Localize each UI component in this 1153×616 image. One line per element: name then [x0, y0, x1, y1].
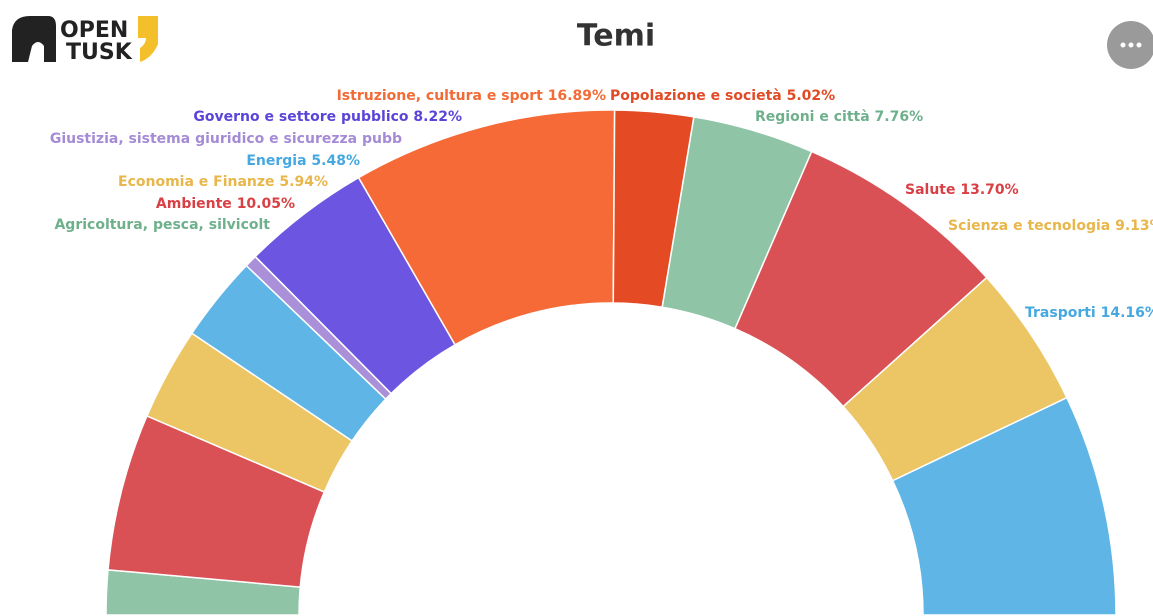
label-value: 14.16%	[1101, 305, 1153, 321]
label-value: 5.94%	[279, 174, 328, 190]
label-name: Istruzione, cultura e sport	[337, 88, 544, 104]
label-name: Energia	[246, 153, 306, 169]
label-name: Giustizia, sistema giuridico e sicurezza…	[50, 131, 402, 147]
label-value: 7.76%	[875, 109, 924, 125]
label-name: Scienza e tecnologia	[948, 218, 1110, 234]
menu-button[interactable]	[1107, 21, 1153, 69]
label-name: Popolazione e società	[610, 88, 782, 104]
menu-dot	[1136, 42, 1142, 48]
segment-label: Salute 13.70%	[905, 182, 1019, 198]
logo-text: TUSK	[66, 40, 133, 65]
segment-label: Scienza e tecnologia 9.13%	[948, 218, 1153, 234]
label-name: Economia e Finanze	[118, 174, 275, 190]
label-name: Salute	[905, 182, 955, 198]
label-name: Agricoltura, pesca, silvicolt	[54, 217, 270, 233]
label-name: Ambiente	[156, 196, 232, 212]
segment-label: Ambiente 10.05%	[156, 196, 295, 212]
segment-label: Giustizia, sistema giuridico e sicurezza…	[50, 131, 402, 147]
segment-label: Trasporti 14.16%	[1025, 305, 1153, 321]
segment-label: Energia 5.48%	[246, 153, 360, 169]
label-value: 13.70%	[960, 182, 1018, 198]
segment-label: Economia e Finanze 5.94%	[118, 174, 328, 190]
label-name: Regioni e città	[755, 109, 870, 125]
label-value: 5.48%	[311, 153, 360, 169]
label-value: 9.13%	[1115, 218, 1153, 234]
menu-dot	[1120, 42, 1126, 48]
chart-title: Temi	[577, 19, 655, 54]
segment-label: Agricoltura, pesca, silvicolt	[54, 217, 270, 233]
segment-label: Popolazione e società 5.02%	[610, 88, 835, 104]
label-value: 8.22%	[413, 109, 462, 125]
logo-tusk	[138, 16, 158, 62]
logo: OPEN TUSK	[12, 16, 158, 65]
chart: Agricoltura, pesca, silvicolt Ambiente 10…	[50, 88, 1153, 616]
segment-label: Regioni e città 7.76%	[755, 109, 923, 125]
label-name: Trasporti	[1025, 305, 1096, 321]
label-value: 16.89%	[548, 88, 606, 104]
logo-text: OPEN	[60, 18, 128, 43]
label-value: 5.02%	[787, 88, 836, 104]
segment	[891, 396, 1117, 616]
label-value: 10.05%	[237, 196, 295, 212]
logo-icon	[12, 16, 56, 62]
segment-label: Istruzione, cultura e sport 16.89%	[337, 88, 606, 104]
label-name: Governo e settore pubblico	[193, 109, 408, 125]
menu-dot	[1128, 42, 1134, 48]
segment-label: Governo e settore pubblico 8.22%	[193, 109, 462, 125]
